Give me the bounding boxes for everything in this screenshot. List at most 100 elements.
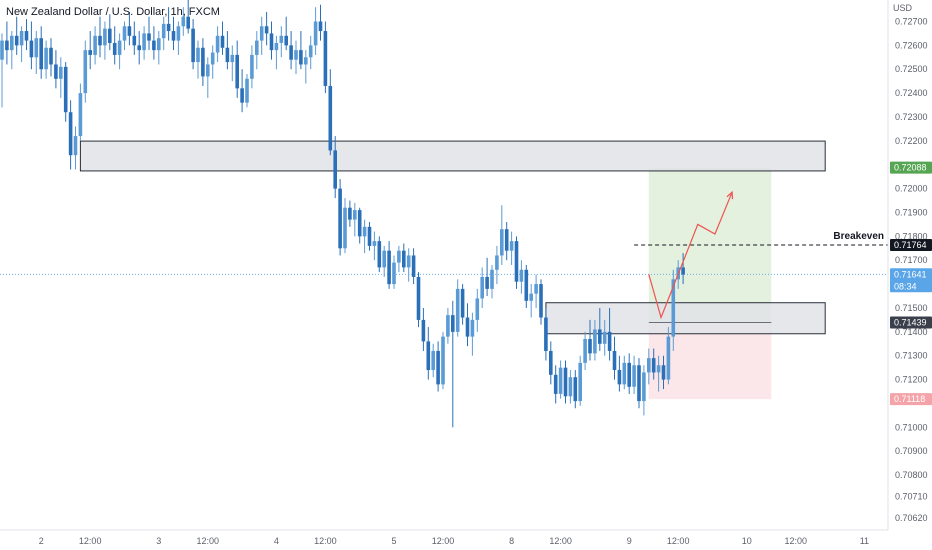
price-tick-label: 0.71300 (895, 351, 928, 361)
stop-price-tag (890, 393, 932, 406)
candle-body (161, 23, 166, 39)
candle-body (637, 365, 641, 402)
candle-body (201, 47, 205, 77)
breakeven-label: Breakeven (833, 231, 884, 242)
symbol-title: New Zealand Dollar / U.S. Dollar, 1h, FX… (6, 6, 220, 18)
time-axis[interactable] (0, 530, 888, 550)
candle-body (289, 45, 293, 60)
candle-body (39, 38, 43, 70)
candle-body (529, 293, 533, 301)
candle-body (127, 26, 132, 36)
entry-price-tag (890, 316, 932, 329)
target-price-label: 0.72088 (894, 163, 927, 173)
price-tick-label: 0.71700 (895, 255, 928, 265)
candle-body (255, 40, 259, 55)
support-zone (545, 302, 826, 335)
candle-body (455, 288, 460, 332)
candle-body (627, 362, 631, 387)
candle-body (5, 40, 9, 51)
candle-body (348, 207, 352, 220)
price-tick-label: 0.72300 (895, 112, 928, 122)
bar-countdown: 08:34 (894, 281, 917, 291)
price-tick-label: 0.71000 (895, 422, 928, 432)
candle-body (328, 85, 333, 151)
candle-body (436, 350, 440, 385)
candle-body (553, 374, 558, 394)
candle-body (78, 93, 83, 137)
candle-body (294, 50, 298, 60)
candle-body (465, 317, 470, 337)
candle-body (406, 255, 411, 268)
candle-body (171, 31, 176, 41)
target-price-tag (890, 161, 932, 174)
candle-body (108, 28, 112, 43)
candle-body (142, 33, 146, 51)
currency-label: USD (893, 3, 913, 13)
candle-body (446, 315, 450, 337)
candle-body (152, 40, 156, 51)
candle-body (539, 284, 543, 318)
price-tick-label: 0.72200 (895, 136, 928, 146)
price-tick-label: 0.72000 (895, 184, 928, 194)
price-tick-label: 0.72500 (895, 64, 928, 74)
candle-body (632, 365, 636, 387)
price-tick-label: 0.71400 (895, 327, 928, 337)
candle-body (299, 50, 303, 65)
candle-body (323, 31, 328, 86)
candle-body (362, 226, 367, 237)
candle-body (279, 35, 284, 43)
candle-body (220, 35, 225, 48)
candle-body (93, 35, 97, 55)
price-tick-label: 0.72400 (895, 88, 928, 98)
candle-body (607, 331, 612, 351)
candle-body (475, 298, 480, 320)
projection-path (648, 191, 733, 320)
candle-body (308, 45, 313, 58)
candle-body (14, 35, 19, 46)
candle-body (544, 317, 548, 351)
candle-body (568, 377, 573, 397)
candle-body (583, 339, 587, 363)
candle-body (377, 241, 382, 268)
time-tick-label: 8 (509, 536, 514, 546)
candle-body (186, 16, 190, 29)
candle-body (602, 331, 607, 344)
time-tick-label: 12:00 (314, 536, 337, 546)
candle-body (387, 250, 391, 285)
candle-body (612, 350, 617, 371)
candle-body (509, 241, 514, 251)
candle-body (0, 40, 4, 60)
candle-body (397, 250, 401, 263)
candle-body (59, 66, 63, 79)
candle-body (83, 50, 88, 94)
candle-body (642, 372, 646, 402)
time-tick-label: 2 (39, 536, 44, 546)
projection-arrowhead (726, 190, 734, 200)
candle-body (24, 31, 29, 41)
candle-body (157, 38, 161, 51)
candle-body (44, 47, 48, 70)
breakeven-price-label: 0.71764 (894, 240, 927, 250)
candle-body (338, 188, 342, 249)
candle-body (112, 42, 117, 55)
candle-body (357, 210, 362, 237)
candle-body (245, 78, 249, 103)
candle-body (353, 210, 357, 220)
candle-body (490, 269, 494, 289)
candle-body (480, 276, 484, 299)
candle-body (514, 241, 519, 282)
candle-body (485, 276, 489, 289)
resistance-zone (79, 140, 826, 172)
price-tick-label: 0.70900 (895, 446, 928, 456)
candle-body (225, 47, 230, 63)
candle-body (573, 377, 578, 402)
candle-body (318, 21, 323, 32)
candle-body (259, 26, 264, 41)
time-tick-label: 12:00 (667, 536, 690, 546)
price-tick-label: 0.72600 (895, 40, 928, 50)
candle-body (460, 288, 465, 318)
candle-body (117, 40, 122, 55)
breakeven-price-tag (890, 238, 932, 251)
price-tick-label: 0.70620 (895, 513, 928, 523)
